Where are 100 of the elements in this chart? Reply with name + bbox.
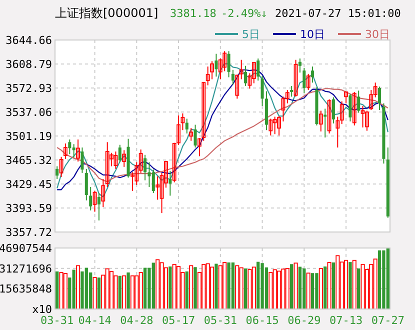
x-tick-label: 06-29 (288, 314, 321, 327)
candlestick (148, 162, 151, 188)
candlestick (369, 89, 374, 111)
candlestick (101, 178, 106, 208)
candlestick (144, 154, 147, 181)
bar (118, 276, 122, 309)
candlestick (80, 147, 84, 174)
y-tick-label: 3357.72 (6, 226, 52, 239)
x-tick-label: 07-13 (329, 314, 363, 327)
bar (72, 270, 76, 309)
bar (332, 262, 336, 309)
bar (80, 271, 84, 309)
candlestick (272, 116, 277, 135)
bar (357, 268, 360, 309)
candlestick (122, 150, 126, 168)
candlestick (114, 151, 118, 170)
bar (214, 264, 218, 309)
candlestick (260, 75, 264, 107)
y-tick-label: 31271696 (0, 262, 52, 276)
bar (386, 248, 390, 309)
x-tick-label: 05-17 (162, 314, 196, 327)
y-tick-label: 3537.06 (6, 106, 52, 119)
bar (143, 268, 147, 309)
x-tick-label: 05-31 (204, 314, 237, 327)
bar (260, 263, 264, 309)
bar (185, 271, 188, 309)
text: 2021-07-27 15:01:00 (275, 7, 401, 20)
y-tick-label: 3572.93 (6, 82, 52, 95)
text: 3381.18 (170, 7, 216, 20)
y-tick-label: 3465.32 (6, 154, 52, 167)
y-tick-label: 3608.79 (6, 58, 52, 71)
candlestick (352, 91, 356, 126)
candlestick (235, 74, 240, 100)
bar (324, 266, 327, 309)
x-tick-label: 06-15 (246, 314, 279, 327)
bar (126, 272, 130, 309)
candlestick (156, 176, 160, 200)
candlestick (332, 96, 335, 124)
candlestick (340, 100, 344, 125)
candlestick (76, 138, 80, 162)
candlestick (298, 58, 302, 74)
bar (168, 266, 172, 309)
y-tick-label: 3644.66 (6, 34, 52, 47)
candlestick (64, 142, 68, 160)
candlestick (378, 86, 382, 111)
y-tick-label: x10 (32, 303, 52, 316)
legend-label: 10日 (300, 28, 325, 41)
bar (227, 262, 230, 309)
candlestick (194, 124, 197, 148)
bar (290, 264, 294, 309)
candlestick (89, 186, 92, 211)
y-tick-label: 3393.59 (6, 202, 52, 215)
chart-title: 上证指数[000001] (55, 6, 158, 20)
text: -2.49%↓ (221, 7, 268, 20)
bar (348, 262, 352, 309)
candlestick (231, 69, 234, 86)
candlestick (72, 144, 76, 158)
candlestick (244, 65, 248, 86)
candlestick (92, 190, 97, 212)
candlestick (214, 53, 218, 78)
candlestick (227, 50, 230, 78)
legend-label: 30日 (365, 28, 390, 41)
bar (302, 268, 306, 309)
candlestick (268, 118, 273, 136)
bar (315, 273, 318, 309)
y-tick-label: 3429.45 (6, 178, 52, 192)
candlestick (294, 59, 298, 98)
bar (194, 267, 197, 309)
candlestick (348, 93, 352, 122)
x-tick-label: 04-14 (78, 314, 112, 327)
candlestick (302, 67, 306, 94)
candlestick (189, 128, 194, 142)
candlestick (59, 156, 64, 178)
bar (264, 267, 268, 309)
bar (84, 268, 88, 309)
candlestick (344, 90, 348, 104)
bar (56, 271, 59, 309)
candlestick (68, 138, 72, 155)
candlestick (290, 85, 294, 98)
bar (298, 266, 302, 309)
candlestick (239, 59, 244, 80)
candlestick (365, 110, 369, 132)
x-tick-label: 04-28 (120, 314, 154, 327)
bar (382, 250, 386, 309)
candlestick (152, 169, 155, 194)
candlestick (97, 192, 100, 221)
candlestick (168, 170, 172, 196)
y-tick-label: 46907544 (0, 242, 52, 255)
candlestick (56, 166, 59, 180)
bar (89, 272, 92, 309)
bar (244, 268, 248, 309)
candlestick (360, 106, 365, 128)
candlestick (84, 168, 88, 201)
bar (97, 278, 101, 309)
y-tick-label: 15635848 (0, 282, 52, 296)
candlestick (311, 66, 314, 84)
candlestick (252, 62, 256, 84)
candlestick (256, 58, 260, 82)
candlestick (324, 108, 327, 138)
candlestick (105, 142, 110, 188)
